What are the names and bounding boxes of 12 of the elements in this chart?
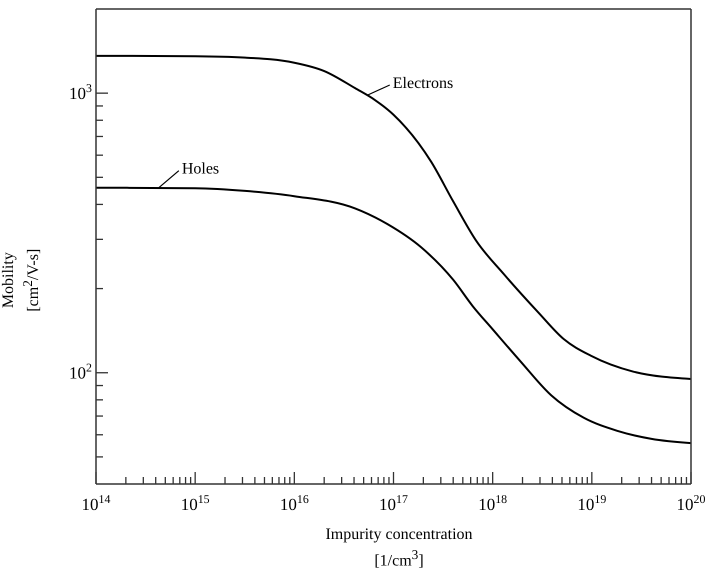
x-tick-label: 10$^{18}$	[478, 492, 508, 514]
y-tick-label: 10$^{3}$	[69, 81, 92, 104]
x-tick-label: 10$^{15}$	[180, 492, 210, 514]
x-axis-title: Impurity concentration [1/cm$^{3}$]	[324, 525, 474, 572]
x-tick-label: 10$^{20}$	[676, 492, 706, 514]
x-tick-label: 10$^{14}$	[82, 492, 110, 514]
annotation: Holes	[182, 160, 220, 178]
annotation: Electrons	[392, 74, 454, 92]
y-tick-label: 10$^{2}$	[69, 360, 92, 383]
x-tick-label: 10$^{17}$	[379, 492, 408, 514]
x-tick-label: 10$^{19}$	[577, 492, 606, 514]
x-tick-label: 10$^{16}$	[280, 492, 309, 514]
